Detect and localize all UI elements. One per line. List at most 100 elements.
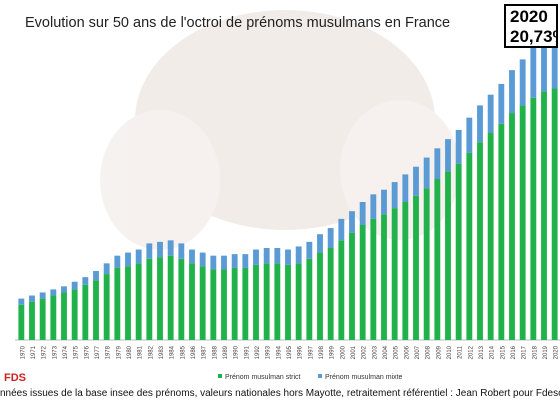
bar-mixte-2013 [477, 105, 483, 143]
bar-mixte-2012 [466, 117, 473, 153]
bar-mixte-2000 [338, 218, 345, 241]
bar-strict-1983 [157, 257, 163, 340]
x-tick-label: 1975 [74, 345, 80, 359]
bar-mixte-1988 [210, 255, 217, 270]
bar-mixte-1974 [61, 286, 67, 293]
x-tick-label: 1980 [127, 345, 133, 359]
bar-strict-1998 [317, 252, 323, 340]
bar-strict-2019 [541, 91, 547, 340]
x-tick-label: 1983 [159, 345, 165, 359]
bar-strict-1970 [18, 304, 25, 340]
bar-mixte-1993 [263, 248, 270, 264]
bar-strict-1997 [306, 258, 313, 340]
fdesouche-logo: FDS [4, 372, 26, 384]
bar-mixte-1976 [82, 277, 89, 285]
x-tick-label: 1996 [298, 345, 304, 359]
bar-strict-2004 [381, 214, 387, 340]
bar-strict-2005 [391, 208, 398, 340]
bar-mixte-1979 [114, 255, 121, 268]
bar-mixte-2015 [498, 83, 505, 124]
bar-mixte-2001 [349, 211, 355, 233]
bar-strict-1986 [189, 263, 195, 340]
bar-mixte-1980 [125, 252, 131, 267]
x-tick-label: 1971 [31, 345, 37, 359]
x-tick-label: 2008 [426, 345, 432, 359]
x-tick-label: 2015 [500, 345, 506, 359]
annotation-value: 20,73% [510, 27, 556, 46]
bar-strict-1976 [82, 284, 89, 340]
x-tick-label: 2018 [532, 345, 538, 359]
x-tick-label: 2009 [436, 345, 442, 359]
legend-item-strict-swatch [218, 374, 222, 378]
bar-mixte-1977 [93, 271, 99, 281]
x-tick-label: 2016 [511, 345, 517, 359]
bar-strict-1982 [146, 258, 153, 340]
x-tick-label: 2014 [490, 345, 496, 359]
bar-mixte-2004 [381, 189, 387, 215]
x-tick-label: 1989 [223, 345, 229, 359]
x-tick-label: 1985 [180, 345, 186, 359]
x-tick-label: 1995 [287, 345, 293, 359]
legend: Prénom musulman strict Prénom musulman mi… [218, 374, 403, 381]
bar-strict-1979 [114, 267, 121, 340]
bar-mixte-2011 [455, 129, 462, 164]
bar-strict-2016 [509, 113, 515, 340]
x-tick-label: 2007 [415, 345, 421, 359]
x-tick-label: 1984 [170, 345, 176, 359]
bar-strict-1988 [210, 269, 217, 340]
x-tick-label: 2019 [543, 345, 549, 359]
x-tick-label: 1976 [84, 345, 90, 359]
bar-strict-1978 [103, 274, 110, 340]
bar-strict-1987 [199, 266, 206, 340]
x-tick-label: 2012 [468, 345, 474, 359]
bar-strict-2006 [402, 202, 409, 340]
bar-mixte-1981 [135, 249, 142, 264]
x-tick-label: 2010 [447, 345, 453, 359]
bar-mixte-1982 [146, 243, 153, 259]
x-tick-label: 1978 [106, 345, 112, 359]
bar-strict-1977 [93, 280, 99, 340]
bar-strict-2001 [349, 232, 355, 340]
bar-strict-1975 [71, 289, 78, 340]
bar-strict-2010 [445, 171, 451, 340]
x-tick-label: 2011 [458, 345, 464, 359]
x-tick-label: 1998 [319, 345, 325, 359]
bar-mixte-1986 [189, 249, 195, 264]
bar-strict-1996 [295, 263, 302, 340]
x-tick-label: 2003 [372, 345, 378, 359]
x-tick-label: 1973 [52, 345, 58, 359]
bar-mixte-2002 [359, 202, 366, 225]
bar-mixte-1970 [18, 298, 25, 305]
source-note: nnées issues de la base insee des prénom… [0, 388, 560, 399]
bar-mixte-1999 [327, 228, 334, 248]
x-tick-label: 1979 [116, 345, 122, 359]
bar-strict-1981 [135, 263, 142, 340]
bar-mixte-2005 [391, 182, 398, 209]
bar-mixte-2019 [541, 36, 547, 92]
bar-strict-2009 [434, 179, 441, 340]
bar-mixte-2017 [519, 59, 526, 106]
bar-strict-1973 [50, 295, 57, 340]
bar-mixte-1978 [103, 263, 110, 275]
bars-layer [18, 22, 558, 341]
bar-strict-1974 [61, 292, 67, 340]
x-tick-label: 1994 [276, 345, 282, 359]
bar-strict-2018 [530, 97, 537, 340]
bar-mixte-2009 [434, 148, 441, 179]
x-tick-label: 1997 [308, 345, 314, 359]
bar-strict-2014 [487, 133, 494, 340]
background-photo [100, 10, 460, 250]
bar-strict-1995 [285, 264, 291, 340]
x-tick-labels: 1970 1971 1972 1973 1974 1975 1976 1977 1978 1979… [20, 345, 559, 359]
x-tick-label: 1988 [212, 345, 218, 359]
x-tick-label: 2005 [394, 345, 400, 359]
bar-mixte-1972 [39, 292, 46, 299]
bar-strict-1990 [231, 267, 238, 340]
bar-mixte-2007 [413, 166, 419, 196]
bar-mixte-1997 [306, 241, 313, 259]
bar-mixte-2014 [487, 94, 494, 133]
bar-strict-1991 [242, 267, 249, 340]
x-tick-label: 2017 [522, 345, 528, 359]
bar-strict-2008 [423, 188, 430, 340]
